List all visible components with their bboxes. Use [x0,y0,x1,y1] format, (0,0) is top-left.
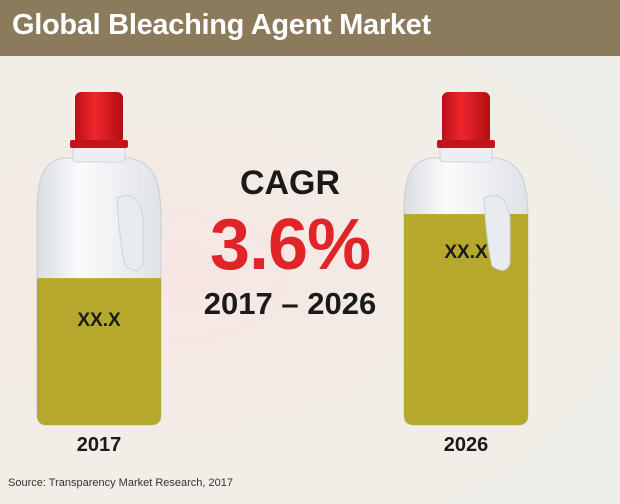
category-label-2017: 2017 [77,434,122,456]
bottle-cap-rim [437,140,495,148]
cagr-label: CAGR [239,164,341,202]
bottle-handle [483,195,511,271]
category-label-2026: 2026 [444,434,489,456]
title-bar: Global Bleaching Agent Market [0,0,620,56]
bottle-handle [116,195,144,271]
bottle-cap [442,92,490,144]
source-note: Source: Transparency Market Research, 20… [8,477,234,489]
value-label-2017: XX.X [77,310,121,331]
cagr-period: 2017 – 2026 [203,286,377,321]
liquid-bar-2017 [37,278,161,425]
value-label-2026: XX.X [444,242,488,263]
bottle-cap [75,92,123,144]
cagr-value: 3.6% [209,205,371,285]
page-title: Global Bleaching Agent Market [12,9,431,41]
bottle-cap-rim [70,140,128,148]
